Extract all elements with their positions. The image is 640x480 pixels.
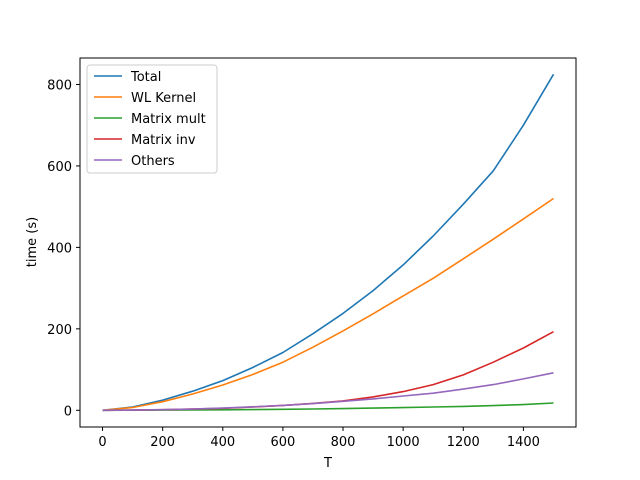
series-lines xyxy=(102,73,555,412)
legend-label: Total xyxy=(130,70,161,85)
series-line-wl-kernel xyxy=(102,197,554,412)
legend-label: Matrix mult xyxy=(131,112,206,127)
y-tick-label: 800 xyxy=(47,78,72,93)
x-tick-label: 1400 xyxy=(507,435,540,450)
legend-label: Matrix inv xyxy=(131,133,196,148)
legend-label: WL Kernel xyxy=(131,91,196,106)
plot-frame xyxy=(79,57,577,428)
x-tick-label: 400 xyxy=(210,435,235,450)
legend-label: Others xyxy=(131,154,175,169)
x-tick-label: 1000 xyxy=(387,435,420,450)
legend: Total WL Kernel Matrix mult Matrix inv Other… xyxy=(86,64,218,174)
y-tick-label: 200 xyxy=(47,323,72,338)
series-line-total xyxy=(102,73,555,412)
x-tick-label: 600 xyxy=(270,435,295,450)
x-axis-label: T xyxy=(323,456,332,471)
y-tick-label: 400 xyxy=(47,241,72,256)
y-tick-label: 600 xyxy=(47,160,72,175)
series-line-others xyxy=(102,372,554,412)
x-tick-label: 800 xyxy=(331,435,356,450)
y-axis-label: time (s) xyxy=(25,217,40,267)
y-tick-label: 0 xyxy=(64,404,72,419)
x-tick-label: 0 xyxy=(98,435,106,450)
x-tick-label: 1200 xyxy=(447,435,480,450)
legend-box xyxy=(86,64,218,174)
x-tick-label: 200 xyxy=(150,435,175,450)
axis-ticks: 0 200 400 600 800 1000 1200 1400 0 200 400 600 800 xyxy=(47,78,540,450)
